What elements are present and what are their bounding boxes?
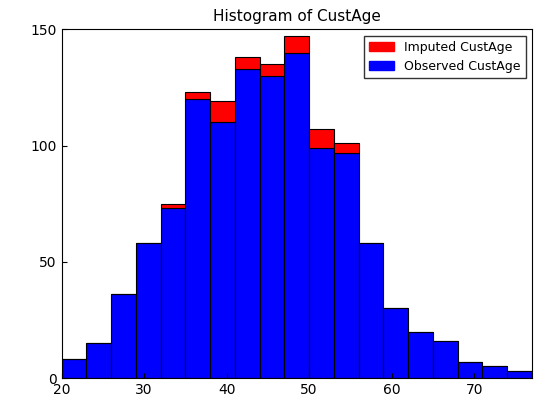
- Bar: [111, 294, 136, 378]
- Bar: [334, 143, 359, 152]
- Bar: [260, 64, 284, 76]
- Bar: [284, 37, 309, 52]
- Bar: [185, 99, 210, 378]
- Bar: [384, 308, 408, 378]
- Bar: [235, 69, 260, 378]
- Bar: [210, 102, 235, 122]
- Bar: [284, 52, 309, 378]
- Bar: [161, 208, 185, 378]
- Bar: [185, 92, 210, 99]
- Bar: [260, 76, 284, 378]
- Bar: [309, 129, 334, 148]
- Bar: [458, 362, 483, 378]
- Bar: [136, 243, 161, 378]
- Legend: Imputed CustAge, Observed CustAge: Imputed CustAge, Observed CustAge: [364, 36, 526, 78]
- Title: Histogram of CustAge: Histogram of CustAge: [213, 9, 381, 24]
- Bar: [359, 243, 384, 378]
- Bar: [161, 204, 185, 208]
- Bar: [433, 341, 458, 378]
- Bar: [507, 371, 532, 378]
- Bar: [210, 122, 235, 378]
- Bar: [235, 57, 260, 69]
- Bar: [86, 343, 111, 378]
- Bar: [309, 148, 334, 378]
- Bar: [334, 152, 359, 378]
- Bar: [408, 331, 433, 378]
- Bar: [62, 360, 86, 378]
- Bar: [483, 366, 507, 378]
